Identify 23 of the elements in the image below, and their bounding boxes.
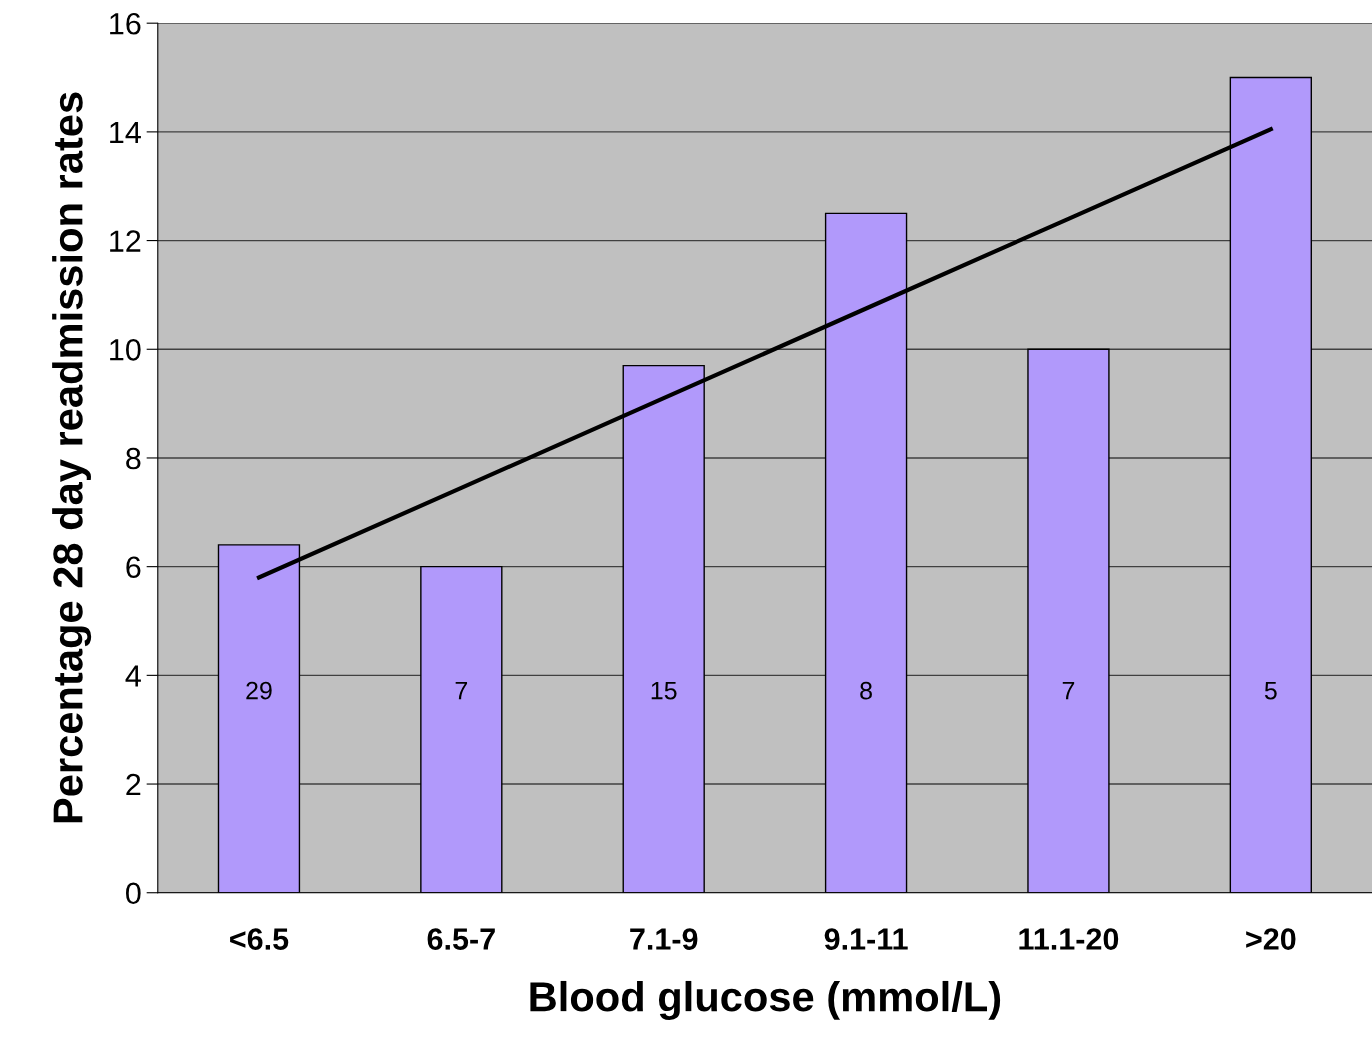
y-tick-label: 8 bbox=[126, 447, 141, 470]
annotation: 7 bbox=[455, 682, 468, 700]
y-tick-label: 14 bbox=[110, 121, 141, 143]
x-tick-label: >20 bbox=[1246, 928, 1296, 950]
x-tick-label: 6.5-7 bbox=[427, 928, 495, 950]
x-axis-title: Blood glucose (mmol/L) bbox=[530, 980, 1001, 1020]
annotation: 29 bbox=[246, 681, 272, 700]
y-tick-label: 12 bbox=[110, 230, 141, 252]
y-tick-label: 16 bbox=[110, 12, 141, 35]
y-tick-label: 4 bbox=[125, 665, 141, 687]
annotation: 15 bbox=[651, 682, 677, 700]
y-tick-label: 2 bbox=[126, 773, 141, 796]
annotation: 8 bbox=[860, 681, 872, 700]
x-tick-label: <6.5 bbox=[230, 928, 289, 950]
x-tick-label: 7.1-9 bbox=[630, 928, 698, 950]
y-tick-label: 6 bbox=[126, 556, 141, 579]
x-tick-label: 9.1-11 bbox=[824, 928, 908, 950]
y-tick-label: 10 bbox=[110, 339, 141, 361]
x-tick-label: 11.1-20 bbox=[1019, 928, 1119, 950]
y-tick-label: 0 bbox=[126, 882, 141, 905]
annotation: 5 bbox=[1264, 682, 1277, 700]
y-axis-title: Percentage 28 day readmission rates bbox=[52, 92, 92, 823]
annotation: 7 bbox=[1062, 682, 1075, 700]
